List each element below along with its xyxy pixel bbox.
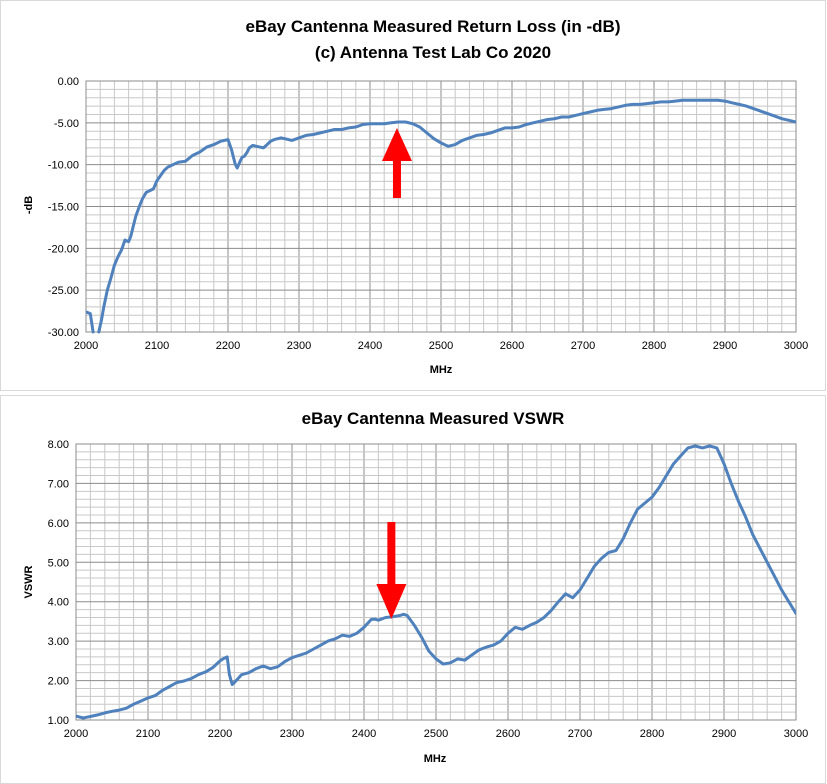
series-line — [76, 444, 796, 720]
y-tick-label: 3.00 — [48, 636, 69, 648]
x-tick-label: 2700 — [568, 728, 592, 740]
x-tick-label: 3000 — [784, 728, 808, 740]
arrow-head — [376, 584, 407, 619]
y-tick-label: 8.00 — [48, 439, 69, 451]
arrow-shaft — [387, 522, 396, 586]
x-tick-label: 2800 — [640, 728, 664, 740]
x-tick-label: 2500 — [424, 728, 448, 740]
x-tick-label: 2300 — [280, 728, 304, 740]
x-tick-label: 2400 — [358, 340, 382, 352]
plot-border — [75, 443, 797, 721]
x-axis-label: MHz — [430, 364, 453, 376]
y-tick-label: 2.00 — [48, 676, 69, 688]
y-axis-label: -dB — [23, 196, 35, 214]
y-tick-label: -20.00 — [48, 243, 79, 255]
x-tick-label: 2100 — [136, 728, 160, 740]
y-tick-label: 6.00 — [48, 518, 69, 530]
x-tick-label: 2900 — [713, 340, 737, 352]
x-tick-label: 2700 — [571, 340, 595, 352]
x-tick-label: 2200 — [216, 340, 240, 352]
y-axis-label: VSWR — [23, 565, 35, 598]
x-tick-label: 2000 — [64, 728, 88, 740]
x-tick-label: 2300 — [287, 340, 311, 352]
series-line — [86, 98, 796, 334]
x-tick-label: 2200 — [208, 728, 232, 740]
x-tick-label: 2100 — [145, 340, 169, 352]
x-tick-label: 2600 — [500, 340, 524, 352]
arrow-shaft — [392, 160, 401, 198]
x-tick-label: 2900 — [712, 728, 736, 740]
chart-title: eBay Cantenna Measured Return Loss (in -… — [245, 17, 620, 36]
x-tick-label: 2000 — [74, 340, 98, 352]
x-tick-label: 2400 — [352, 728, 376, 740]
arrow-head — [381, 128, 412, 161]
y-tick-label: -25.00 — [48, 285, 79, 297]
x-tick-label: 3000 — [784, 340, 808, 352]
chart-area-bottom — [0, 395, 826, 784]
y-tick-label: -10.00 — [48, 160, 79, 172]
plot-area-vswr: 2000 2100 2200 2300 2400 2500 2600 2700 2800 2900… — [48, 439, 809, 740]
chart-subtitle: (c) Antenna Test Lab Co 2020 — [315, 43, 551, 62]
y-tick-label: 5.00 — [48, 557, 69, 569]
plot-border — [85, 80, 797, 333]
x-axis-label: MHz — [424, 753, 447, 765]
y-tick-label: 4.00 — [48, 597, 69, 609]
y-tick-label: 7.00 — [48, 478, 69, 490]
y-tick-label: -5.00 — [54, 118, 79, 130]
chart-title: eBay Cantenna Measured VSWR — [302, 409, 565, 428]
y-tick-label: -30.00 — [48, 327, 79, 339]
y-tick-label: -15.00 — [48, 202, 79, 214]
x-tick-label: 2500 — [429, 340, 453, 352]
y-tick-label: 1.00 — [48, 715, 69, 727]
y-tick-label: 0.00 — [58, 76, 79, 88]
x-tick-label: 2800 — [642, 340, 666, 352]
x-tick-label: 2600 — [496, 728, 520, 740]
plot-area-return-loss: 2000 2100 2200 2300 2400 2500 2600 2700 2800 2900… — [48, 76, 808, 352]
